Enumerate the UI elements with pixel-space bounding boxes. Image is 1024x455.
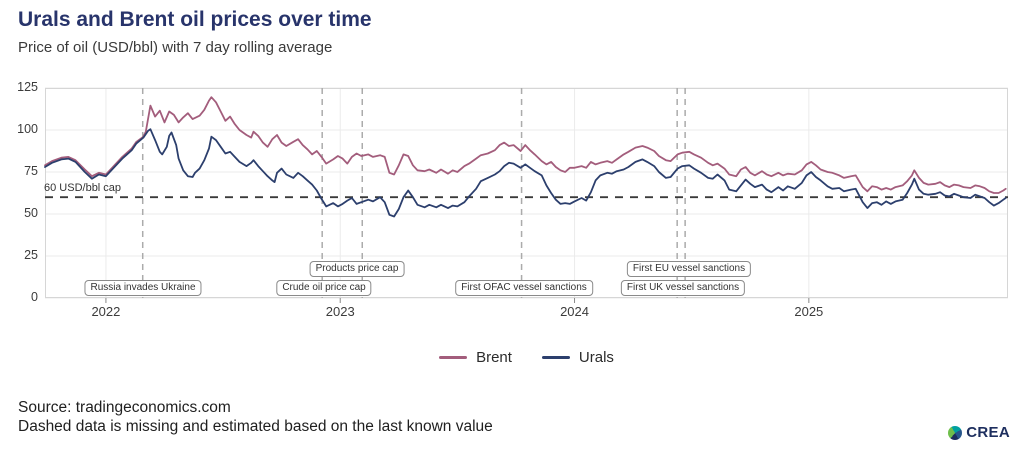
footer: Source: tradingeconomics.com Dashed data… <box>18 398 493 436</box>
y-axis-tick-label-100: 100 <box>17 122 38 136</box>
plot-border <box>45 88 1008 298</box>
event-label-products-price-cap: Products price cap <box>309 261 405 277</box>
legend-item-brent: Brent <box>439 349 512 366</box>
price-cap-label: 60 USD/bbl cap <box>44 182 122 194</box>
crea-logo-icon <box>948 425 963 440</box>
y-axis-tick-label-75: 75 <box>24 164 38 178</box>
crea-logo: CREA <box>948 424 1010 441</box>
x-axis-tick-label-2024: 2024 <box>560 304 589 319</box>
y-axis-tick-label-25: 25 <box>24 248 38 262</box>
y-axis-tick-label-125: 125 <box>17 80 38 94</box>
y-axis-tick-label-0: 0 <box>31 290 38 304</box>
x-axis-tick-label-2025: 2025 <box>794 304 824 319</box>
event-label-first-ofac-vessel-sanctions: First OFAC vessel sanctions <box>455 280 593 296</box>
legend-label-brent: Brent <box>476 348 512 366</box>
crea-logo-text: CREA <box>966 424 1010 441</box>
brent-line <box>44 96 1007 194</box>
chart-subtitle: Price of oil (USD/bbl) with 7 day rollin… <box>18 39 333 56</box>
dashed-note-text: Dashed data is missing and estimated bas… <box>18 418 493 435</box>
x-axis-tick-label-2022: 2022 <box>91 304 121 319</box>
legend-swatch-brent <box>439 355 468 359</box>
x-axis-tick-label-2023: 2023 <box>325 304 355 319</box>
event-label-first-eu-vessel-sanctions: First EU vessel sanctions <box>626 261 752 277</box>
event-label-first-uk-vessel-sanctions: First UK vessel sanctions <box>620 280 746 296</box>
legend: Brent Urals <box>45 346 1008 368</box>
plot-area <box>44 87 1008 303</box>
legend-item-urals: Urals <box>541 348 614 366</box>
event-label-crude-oil-price-cap: Crude oil price cap <box>276 280 372 296</box>
legend-swatch-urals <box>541 355 570 359</box>
legend-label-urals: Urals <box>578 348 614 366</box>
urals-line <box>44 128 1007 218</box>
y-axis-tick-label-50: 50 <box>24 206 38 220</box>
source-text: Source: tradingeconomics.com <box>18 399 231 416</box>
event-label-russia-invades-ukraine: Russia invades Ukraine <box>84 280 202 296</box>
chart-title: Urals and Brent oil prices over time <box>18 8 372 31</box>
